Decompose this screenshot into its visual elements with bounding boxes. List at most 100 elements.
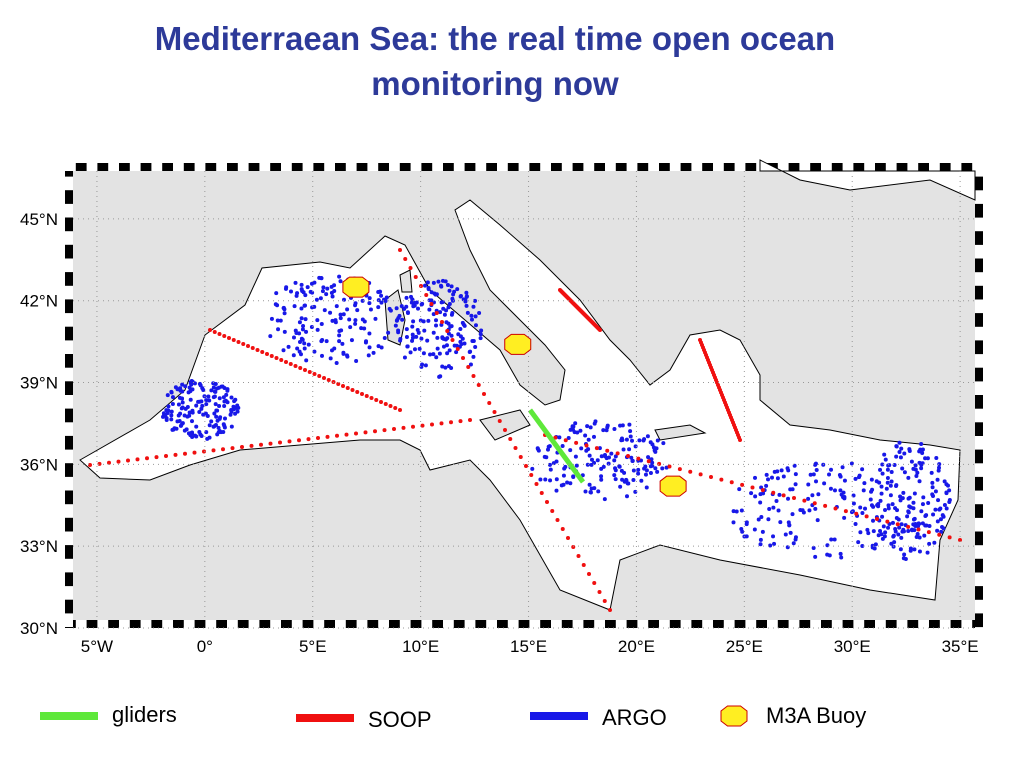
argo-dot — [299, 316, 304, 321]
argo-dot — [758, 542, 763, 547]
frame-check — [486, 620, 497, 628]
argo-dot — [303, 293, 308, 298]
frame-check — [453, 163, 465, 171]
soop-dot — [592, 581, 597, 585]
argo-dot — [419, 336, 424, 341]
soop-dot — [566, 536, 570, 540]
argo-dot — [806, 482, 811, 487]
argo-dot — [870, 487, 875, 492]
argo-dot — [641, 438, 646, 443]
argo-dot — [585, 424, 590, 429]
argo-dot — [612, 427, 617, 432]
argo-dot — [606, 461, 611, 466]
frame-check — [572, 620, 584, 628]
argo-dot — [785, 545, 790, 550]
y-tick-label: 45°N — [20, 210, 58, 229]
argo-dot — [431, 330, 436, 335]
y-tick-label: 36°N — [20, 455, 58, 474]
argo-dot — [200, 386, 205, 391]
argo-dot — [764, 472, 769, 477]
frame-check — [183, 620, 195, 628]
argo-dot — [572, 430, 577, 435]
argo-dot — [758, 500, 763, 505]
argo-dot — [297, 340, 302, 345]
argo-dot — [340, 341, 345, 346]
title-line: Mediterraean Sea: the real time open oce… — [155, 20, 835, 57]
soop-dot — [331, 380, 336, 384]
argo-dot — [915, 532, 920, 537]
argo-dot — [909, 459, 914, 464]
argo-dot — [447, 348, 452, 353]
soop-dot — [471, 374, 476, 378]
argo-dot — [932, 540, 937, 545]
argo-dot — [857, 473, 862, 478]
argo-dot — [911, 522, 916, 527]
argo-dot — [376, 344, 381, 349]
argo-dot — [927, 541, 932, 546]
argo-dot — [897, 525, 902, 530]
argo-dot — [222, 425, 227, 430]
argo-dot — [920, 447, 925, 452]
frame-check — [65, 313, 73, 327]
soop-dot — [154, 455, 159, 460]
soop-dot — [307, 370, 312, 374]
frame-check — [281, 163, 292, 171]
argo-dot — [396, 330, 401, 335]
argo-dot — [304, 329, 309, 334]
argo-dot — [920, 450, 925, 455]
soop-dot — [740, 482, 745, 487]
argo-dot — [933, 489, 938, 494]
argo-dot — [338, 316, 343, 321]
argo-dot — [919, 442, 924, 447]
argo-dot — [879, 491, 884, 496]
argo-dot — [921, 495, 926, 500]
argo-dot — [885, 480, 890, 485]
argo-dot — [410, 335, 415, 340]
soop-dot — [434, 311, 439, 315]
argo-dot — [293, 280, 298, 285]
argo-dot — [599, 454, 604, 459]
argo-dot — [866, 531, 871, 536]
argo-dot — [927, 524, 932, 529]
argo-dot — [415, 328, 420, 333]
argo-dot — [643, 464, 648, 469]
argo-dot — [919, 509, 924, 514]
soop-dot — [440, 320, 444, 324]
argo-dot — [853, 522, 858, 527]
argo-dot — [897, 449, 902, 454]
argo-dot — [937, 507, 942, 512]
frame-check — [975, 517, 983, 532]
soop-dot — [885, 519, 890, 524]
argo-dot — [584, 448, 589, 453]
argo-dot — [190, 410, 195, 415]
argo-dot — [947, 497, 952, 502]
argo-dot — [438, 310, 443, 315]
soop-dot — [771, 490, 776, 495]
soop-dot — [449, 420, 453, 425]
soop-dot — [738, 438, 742, 442]
argo-dot — [328, 310, 333, 315]
argo-dot — [478, 332, 483, 337]
frame-check — [885, 163, 897, 171]
frame-check — [335, 620, 346, 628]
argo-dot — [434, 323, 439, 328]
argo-dot — [190, 419, 195, 424]
argo-dot — [211, 381, 216, 386]
frame-check — [65, 203, 73, 218]
y-tick-label: 30°N — [20, 619, 58, 638]
frame-check — [896, 620, 908, 628]
argo-dot — [807, 508, 812, 513]
argo-dot — [850, 509, 855, 514]
argo-dot — [793, 535, 798, 540]
argo-dot — [414, 300, 419, 305]
soop-dot — [430, 422, 434, 427]
argo-dot — [753, 475, 758, 480]
argo-dot — [554, 477, 559, 482]
soop-dot — [316, 436, 320, 440]
argo-dot — [911, 500, 916, 505]
soop-dot — [413, 275, 418, 279]
argo-dot — [449, 324, 454, 329]
argo-dot — [897, 440, 902, 445]
frame-check — [907, 163, 919, 171]
argo-dot — [839, 555, 844, 560]
